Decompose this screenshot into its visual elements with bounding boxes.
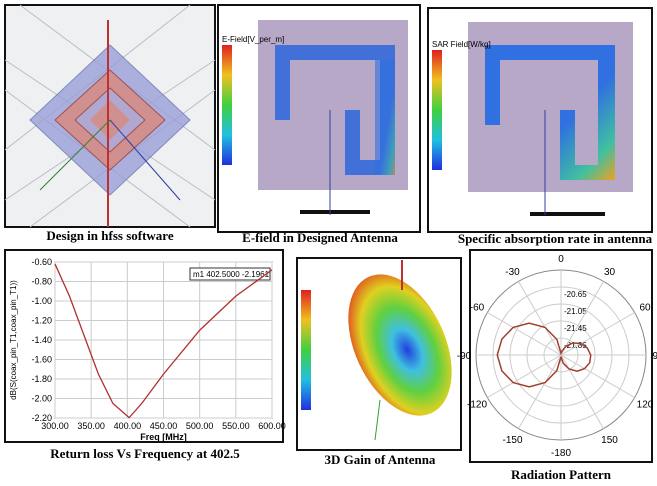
y-tick-label: -1.60 [31, 355, 52, 365]
caption: Specific absorption rate in antenna [458, 231, 653, 246]
caption: Design in hfss software [46, 228, 173, 243]
caption: Return loss Vs Frequency at 402.5 [50, 446, 240, 461]
x-tick-label: 300.00 [41, 421, 69, 431]
annotation: m1 402.5000 -2.1961 [193, 270, 270, 279]
angle-label: 0 [558, 254, 564, 265]
legend-title: E-Field[V_per_m] [222, 35, 284, 44]
x-tick-label: 400.00 [114, 421, 142, 431]
legend-title: SAR Field[W/kg] [432, 40, 491, 49]
angle-label: -180 [551, 448, 571, 459]
y-tick-label: -1.40 [31, 335, 52, 345]
angle-label: 150 [601, 435, 618, 446]
r-tick-label: -20.65 [564, 290, 587, 299]
x-axis-label: Freq [MHz] [140, 432, 187, 442]
angle-label: -30 [505, 267, 520, 278]
caption: 3D Gain of Antenna [325, 452, 436, 467]
angle-label: 120 [637, 400, 654, 411]
y-tick-label: -1.80 [31, 374, 52, 384]
y-tick-label: -1.00 [31, 296, 52, 306]
angle-label: 60 [639, 303, 651, 314]
y-tick-label: -0.60 [31, 257, 52, 267]
angle-label: -60 [470, 303, 485, 314]
y-tick-label: -0.80 [31, 277, 52, 287]
x-tick-label: 550.00 [222, 421, 250, 431]
angle-label: 30 [604, 267, 616, 278]
x-tick-label: 500.00 [186, 421, 214, 431]
e-field-panel: E-Field[V_per_m] [218, 5, 420, 232]
angle-label: -90 [457, 351, 472, 362]
y-axis-label: dB(S(coax_pin_T1,coax_pin_T1)) [9, 280, 18, 400]
sar-panel: SAR Field[W/kg] [428, 8, 652, 232]
gain-panel [297, 258, 472, 450]
angle-label: -150 [502, 435, 522, 446]
hfss-panel [5, 5, 215, 227]
x-tick-label: 450.00 [150, 421, 178, 431]
angle-label: 90 [652, 351, 657, 362]
caption: E-field in Designed Antenna [242, 230, 398, 245]
x-tick-label: 350.00 [77, 421, 105, 431]
y-tick-label: -2.00 [31, 394, 52, 404]
y-tick-label: -1.20 [31, 316, 52, 326]
caption: Radiation Pattern [511, 467, 612, 482]
angle-label: -120 [467, 400, 487, 411]
r-tick-label: -21.45 [564, 324, 587, 333]
figure: E-Field[V_per_m] SAR Field[W/kg] Design … [0, 0, 657, 486]
x-tick-label: 600.00 [258, 421, 286, 431]
